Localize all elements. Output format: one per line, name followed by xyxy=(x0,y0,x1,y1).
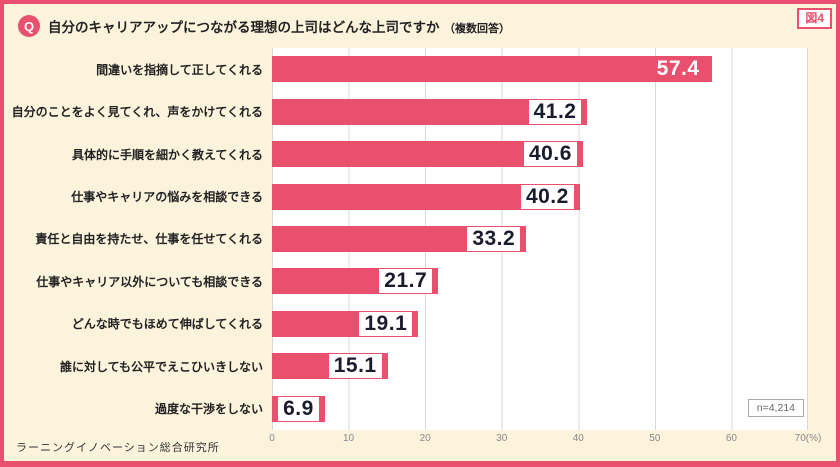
bar-track: 6.9 xyxy=(272,388,808,430)
axis-tick-label: 10 xyxy=(343,433,355,444)
chart-title: 自分のキャリアアップにつながる理想の上司はどんな上司ですか xyxy=(48,19,440,35)
chart-title-line: 自分のキャリアアップにつながる理想の上司はどんな上司ですか （複数回答） xyxy=(48,16,510,37)
chart-row: 具体的に手順を細かく教えてくれる 40.6 xyxy=(16,133,808,175)
sample-size-badge: n=4,214 xyxy=(747,399,804,417)
axis-tick-label: 0 xyxy=(269,433,275,444)
chart-row: 仕事やキャリアの悩みを相談できる 40.2 xyxy=(16,175,808,217)
bar-track: 33.2 xyxy=(272,218,808,260)
value-label: 6.9 xyxy=(278,396,319,421)
axis-tick-label: 70(%) xyxy=(794,433,822,444)
category-label: 自分のことをよく見てくれ、声をかけてくれる xyxy=(11,105,263,120)
bar-track: 40.6 xyxy=(272,133,808,175)
bar-track: 40.2 xyxy=(272,175,808,217)
value-label: 33.2 xyxy=(467,226,521,251)
value-label: 15.1 xyxy=(328,354,382,379)
figure-number-badge: 図4 xyxy=(797,8,832,29)
bar-track: 19.1 xyxy=(272,303,808,345)
chart-header: Q 自分のキャリアアップにつながる理想の上司はどんな上司ですか （複数回答） xyxy=(18,15,510,37)
bar-track: 21.7 xyxy=(272,260,808,302)
category-label: 仕事やキャリアの悩みを相談できる xyxy=(71,190,263,205)
axis-tick-label: 60 xyxy=(725,433,737,444)
bar: 33.2 xyxy=(272,225,527,252)
axis-tick-label: 20 xyxy=(419,433,431,444)
value-label: 19.1 xyxy=(359,311,413,336)
bar-track: 41.2 xyxy=(272,90,808,132)
value-label: 41.2 xyxy=(528,99,582,124)
chart-row: どんな時でもほめて伸ばしてくれる 19.1 xyxy=(16,303,808,345)
axis-tick-label: 30 xyxy=(496,433,508,444)
bar-track: 57.4 xyxy=(272,48,808,90)
category-label: 責任と自由を持たせ、仕事を任せてくれる xyxy=(35,232,263,247)
chart-title-suffix: （複数回答） xyxy=(443,22,510,35)
bar: 6.9 xyxy=(272,395,325,422)
bar-track: 15.1 xyxy=(272,345,808,387)
source-attribution: ラーニングイノベーション総合研究所 xyxy=(16,442,220,454)
chart-row: 間違いを指摘して正してくれる 57.4 xyxy=(16,48,808,90)
value-label: 40.6 xyxy=(524,142,577,167)
value-label: 21.7 xyxy=(379,269,433,294)
bar: 40.2 xyxy=(272,183,580,210)
chart-row: 仕事やキャリア以外についても相談できる 21.7 xyxy=(16,260,808,302)
chart-row: 自分のことをよく見てくれ、声をかけてくれる 41.2 xyxy=(11,90,808,132)
question-badge-icon: Q xyxy=(18,15,40,37)
value-label: 57.4 xyxy=(656,57,700,81)
x-axis: 0 10 20 30 40 50 60 70(%) xyxy=(269,430,821,446)
bar: 41.2 xyxy=(272,98,588,125)
bar: 19.1 xyxy=(272,310,419,337)
chart-row: 過度な干渉をしない 6.9 xyxy=(16,388,808,430)
category-label: 過度な干渉をしない xyxy=(154,402,263,417)
axis-tick-label: 50 xyxy=(649,433,661,444)
bar: 21.7 xyxy=(272,268,439,295)
category-label: どんな時でもほめて伸ばしてくれる xyxy=(71,317,263,332)
category-label: 仕事やキャリア以外についても相談できる xyxy=(36,274,263,289)
category-label: 間違いを指摘して正してくれる xyxy=(96,62,263,77)
category-label: 具体的に手順を細かく教えてくれる xyxy=(71,147,263,162)
chart-rows: 間違いを指摘して正してくれる 57.4 自分のことをよく見てくれ、声をかけてくれる 4… xyxy=(11,48,808,430)
bar: 40.6 xyxy=(272,141,583,168)
chart-row: 責任と自由を持たせ、仕事を任せてくれる 33.2 xyxy=(16,218,808,260)
bar-chart: 間違いを指摘して正してくれる 57.4 自分のことをよく見てくれ、声をかけてくれる 4… xyxy=(11,48,821,444)
bar: 15.1 xyxy=(272,353,388,380)
category-label: 誰に対しても公平でえこひいきしない xyxy=(59,359,263,374)
chart-row: 誰に対しても公平でえこひいきしない 15.1 xyxy=(16,345,808,387)
value-label: 40.2 xyxy=(520,184,574,209)
axis-tick-label: 40 xyxy=(572,433,584,444)
bar: 57.4 xyxy=(272,56,712,83)
